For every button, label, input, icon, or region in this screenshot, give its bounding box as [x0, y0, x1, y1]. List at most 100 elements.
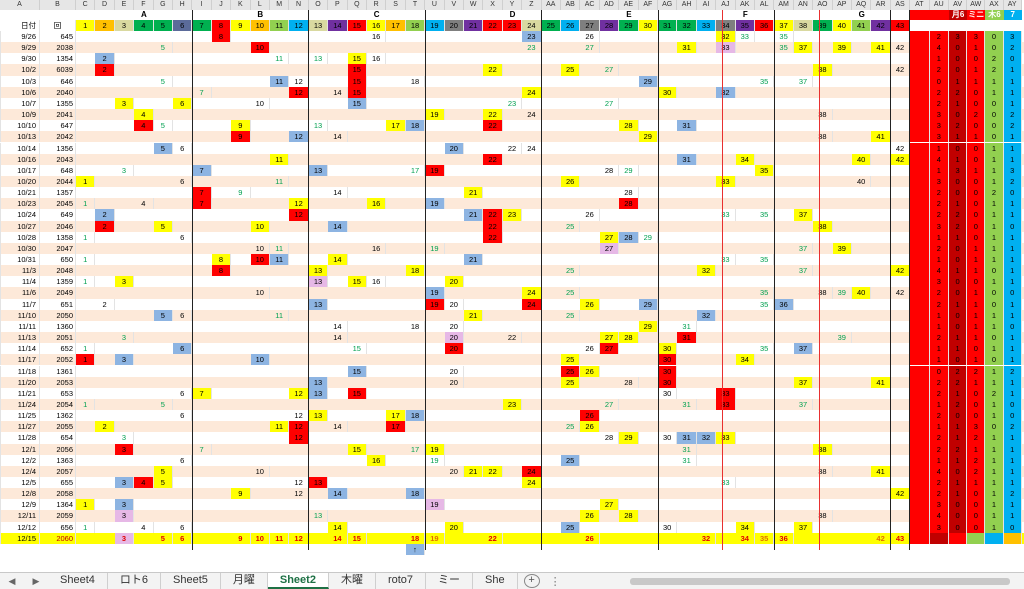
summary-value[interactable]: 0 — [967, 142, 986, 154]
group-header-B[interactable]: B — [257, 10, 264, 19]
summary-value[interactable]: 1 — [985, 510, 1004, 522]
summary-value[interactable]: 1 — [1003, 376, 1022, 388]
row-date[interactable]: 12/2 — [0, 454, 40, 466]
summary-value[interactable]: 1 — [1003, 86, 1022, 98]
summary-value[interactable]: 1 — [985, 454, 1004, 466]
column-header-AK[interactable]: AK — [735, 0, 755, 10]
number-cell[interactable]: 33 — [716, 254, 736, 266]
summary-value[interactable]: 0 — [1003, 53, 1022, 65]
summary-value[interactable]: 1 — [929, 53, 949, 65]
summary-value[interactable]: 1 — [1003, 309, 1022, 321]
summary-value[interactable]: 1 — [985, 175, 1004, 188]
latest-number-cell[interactable]: 5 — [154, 532, 173, 544]
number-cell[interactable]: 22 — [483, 120, 503, 132]
summary-value[interactable]: 3 — [1003, 164, 1022, 176]
column-header-AC[interactable]: AC — [580, 0, 600, 10]
row-date[interactable]: 10/20 — [0, 175, 40, 188]
sheet-tab[interactable]: 月曜 — [221, 573, 268, 589]
number-header-9[interactable]: 9 — [231, 20, 251, 31]
column-header-AD[interactable]: AD — [599, 0, 620, 10]
summary-value[interactable]: 2 — [929, 410, 949, 422]
number-cell[interactable]: 17 — [386, 410, 406, 422]
summary-value[interactable]: 2 — [929, 187, 949, 199]
number-cell[interactable]: 6 — [173, 231, 193, 243]
summary-end[interactable] — [0, 86, 1, 98]
summary-value[interactable]: 0 — [967, 499, 986, 511]
column-header-I[interactable]: I — [192, 0, 212, 10]
number-cell[interactable]: 5 — [154, 120, 173, 132]
number-cell[interactable]: 26 — [580, 31, 600, 43]
sheet-tab[interactable]: Sheet2 — [267, 573, 329, 589]
summary-value[interactable]: 1 — [985, 153, 1004, 165]
summary-value[interactable]: 0 — [967, 220, 986, 232]
summary-gap[interactable] — [910, 209, 930, 221]
summary-value[interactable]: 0 — [949, 175, 968, 188]
summary-value[interactable]: 1 — [985, 488, 1004, 500]
number-cell[interactable]: 14 — [328, 220, 348, 232]
summary-header-1[interactable]: ミニ — [967, 10, 986, 20]
summary-value[interactable]: 1 — [1003, 454, 1022, 466]
number-cell[interactable]: 30 — [658, 387, 678, 399]
summary-value[interactable]: 2 — [1003, 175, 1022, 188]
summary-value[interactable]: 1 — [985, 164, 1004, 176]
row-date[interactable]: 12/4 — [0, 465, 40, 477]
summary-end[interactable] — [0, 376, 1, 388]
summary-value[interactable]: 1 — [949, 298, 968, 310]
summary-end[interactable] — [0, 142, 1, 154]
summary-value[interactable]: 1 — [929, 309, 949, 321]
summary-value[interactable]: 1 — [949, 332, 968, 344]
number-cell[interactable]: 14 — [328, 521, 348, 533]
number-cell[interactable]: 21 — [464, 309, 484, 321]
summary-value[interactable]: 0 — [949, 42, 968, 54]
summary-gap[interactable] — [910, 343, 930, 355]
number-cell[interactable]: 31 — [677, 454, 697, 466]
number-header-35[interactable]: 35 — [735, 20, 755, 31]
number-cell[interactable]: 23 — [522, 31, 542, 43]
summary-gap[interactable] — [910, 320, 930, 333]
number-cell[interactable]: 30 — [658, 354, 678, 366]
number-header-43[interactable]: 43 — [890, 20, 911, 31]
number-header-12[interactable]: 12 — [289, 20, 309, 31]
summary-end[interactable] — [0, 510, 1, 522]
number-cell[interactable]: 11 — [270, 309, 290, 321]
number-cell[interactable]: 5 — [154, 398, 173, 411]
summary-value[interactable]: 2 — [929, 31, 949, 43]
number-header-23[interactable]: 23 — [502, 20, 523, 31]
row-draw-number[interactable]: 1364 — [40, 499, 76, 511]
summary-value[interactable]: 1 — [929, 398, 949, 411]
number-header-34[interactable]: 34 — [716, 20, 736, 31]
row-date[interactable]: 9/26 — [0, 31, 40, 43]
summary-value[interactable]: 1 — [985, 242, 1004, 254]
number-cell[interactable]: 15 — [347, 75, 367, 87]
summary-value[interactable]: 2 — [1003, 365, 1022, 377]
summary-value[interactable]: 0 — [985, 421, 1004, 433]
summary-blank[interactable] — [1003, 532, 1022, 544]
summary-value[interactable]: 0 — [967, 521, 986, 533]
number-cell[interactable]: 38 — [813, 287, 833, 299]
summary-value[interactable]: 1 — [985, 254, 1004, 266]
number-cell[interactable]: 12 — [289, 488, 309, 500]
number-cell[interactable]: 6 — [173, 521, 193, 533]
row-date[interactable]: 10/23 — [0, 198, 40, 210]
summary-value[interactable]: 3 — [1003, 31, 1022, 43]
summary-value[interactable]: 0 — [985, 332, 1004, 344]
number-cell[interactable]: 29 — [638, 75, 658, 87]
number-cell[interactable]: 25 — [561, 354, 581, 366]
summary-value[interactable]: 1 — [929, 343, 949, 355]
summary-end[interactable] — [0, 231, 1, 243]
number-cell[interactable]: 25 — [561, 365, 581, 377]
number-cell[interactable]: 5 — [153, 477, 173, 489]
summary-gap[interactable] — [910, 187, 930, 199]
summary-value[interactable]: 1 — [985, 398, 1004, 411]
summary-value[interactable]: 1 — [1003, 153, 1022, 165]
number-cell[interactable]: 16 — [367, 454, 387, 466]
column-header-J[interactable]: J — [211, 0, 232, 10]
summary-value[interactable]: 2 — [1003, 42, 1022, 54]
summary-value[interactable]: 2 — [929, 198, 949, 210]
summary-value[interactable]: 1 — [967, 287, 986, 299]
summary-end[interactable] — [0, 421, 1, 433]
number-header-36[interactable]: 36 — [755, 20, 775, 31]
latest-number-cell[interactable]: 18 — [406, 532, 426, 544]
number-cell[interactable]: 6 — [173, 97, 193, 110]
row-date[interactable]: 10/27 — [0, 220, 40, 232]
